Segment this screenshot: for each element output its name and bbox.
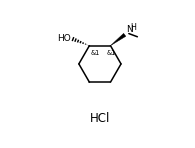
Text: &1: &1 xyxy=(90,50,100,56)
Text: &1: &1 xyxy=(106,50,116,56)
Text: HCl: HCl xyxy=(90,112,110,125)
Text: N: N xyxy=(126,25,132,34)
Text: H: H xyxy=(130,23,136,32)
Text: HO: HO xyxy=(57,34,71,43)
Polygon shape xyxy=(111,33,126,46)
